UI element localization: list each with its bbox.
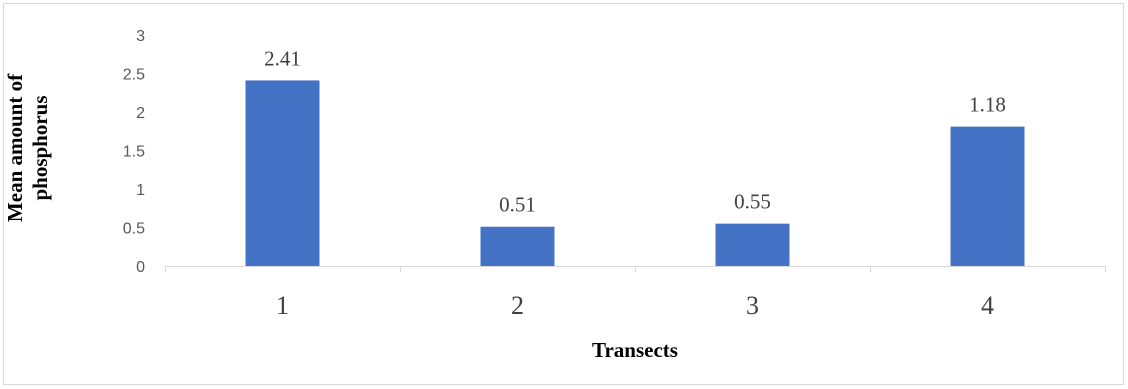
y-tick-label-2: 1 xyxy=(136,182,145,199)
y-tick-label-5: 2.5 xyxy=(123,67,145,84)
category-label-2: 2 xyxy=(511,291,524,320)
category-label-1: 1 xyxy=(276,291,289,320)
data-label-3: 0.55 xyxy=(734,190,771,214)
y-tick-label-1: 0.5 xyxy=(123,221,145,238)
bar-3 xyxy=(715,223,790,266)
x-axis-title: Transects xyxy=(592,338,678,362)
y-axis-title-line-2: phosphorus xyxy=(28,95,52,200)
data-label-4: 1.18 xyxy=(969,93,1006,117)
data-label-2: 0.51 xyxy=(499,193,536,217)
category-label-4: 4 xyxy=(981,291,994,320)
y-tick-labels: 0 0.5 1 1.5 2 2.5 3 xyxy=(123,28,145,276)
y-tick-label-6: 3 xyxy=(136,28,145,45)
bar-4 xyxy=(950,126,1025,266)
bars xyxy=(245,80,1025,267)
data-label-1: 2.41 xyxy=(264,46,301,70)
y-tick-label-0: 0 xyxy=(136,259,145,276)
y-tick-label-4: 2 xyxy=(136,105,145,122)
y-axis-title: Mean amount of phosphorus xyxy=(3,73,52,222)
y-tick-label-3: 1.5 xyxy=(123,144,145,161)
bar-2 xyxy=(480,226,555,266)
x-axis xyxy=(165,266,1106,272)
category-label-3: 3 xyxy=(746,291,759,320)
category-labels: 1 2 3 4 xyxy=(276,291,994,320)
y-axis-title-line-1: Mean amount of xyxy=(3,73,27,222)
bar-1 xyxy=(245,80,320,267)
chart-frame xyxy=(3,3,1124,385)
data-labels: 2.41 0.51 0.55 1.18 xyxy=(264,46,1006,216)
